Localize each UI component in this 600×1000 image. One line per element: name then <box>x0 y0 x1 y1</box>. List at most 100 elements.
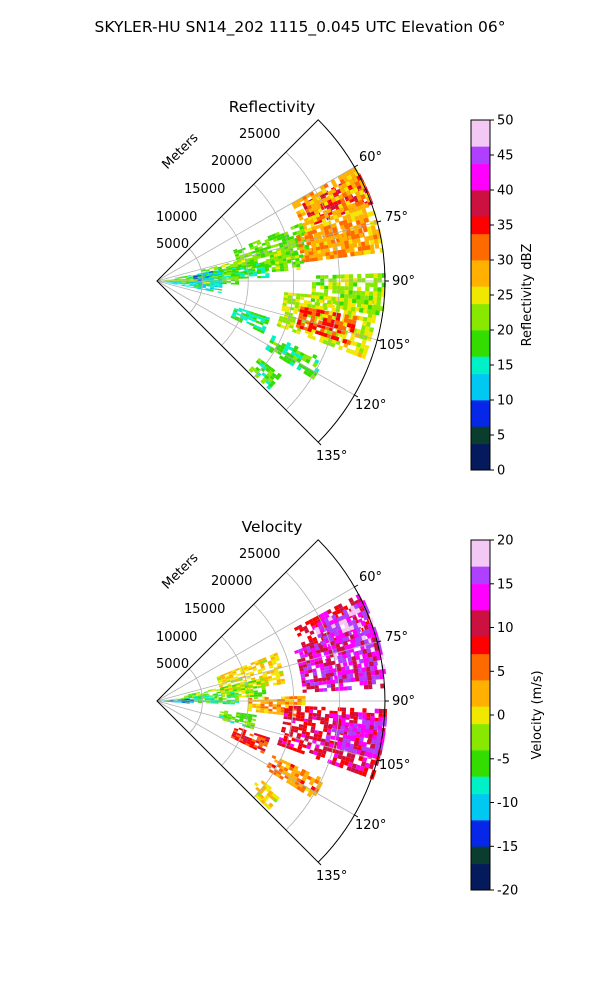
echo-cell <box>366 226 372 232</box>
echo-cell <box>235 734 241 738</box>
echo-cell <box>324 275 329 279</box>
echo-cell <box>241 689 246 693</box>
echo-cell <box>330 197 337 203</box>
echo-cell <box>281 726 287 731</box>
echo-cell <box>248 701 253 704</box>
echo-cell <box>289 701 294 705</box>
echo-cell <box>344 644 350 650</box>
echo-cell <box>342 653 348 659</box>
echo-cell <box>322 237 327 243</box>
echo-cell <box>378 716 384 722</box>
echo-cell <box>335 301 340 306</box>
range-tick-label: 10000 <box>156 210 197 225</box>
echo-cell <box>345 742 351 748</box>
echo-cell <box>216 676 221 680</box>
echo-cell <box>371 313 377 319</box>
echo-cell <box>274 795 280 801</box>
echo-cell <box>219 686 225 689</box>
velocity-title: Velocity <box>242 518 303 536</box>
echo-cell <box>319 612 325 619</box>
echo-cell <box>205 276 210 278</box>
echo-cell <box>201 284 207 287</box>
azimuth-tick <box>377 220 382 223</box>
colorbar-segment <box>471 618 490 628</box>
echo-cell <box>360 728 366 734</box>
echo-cell <box>161 281 166 283</box>
echo-cell <box>240 684 245 687</box>
echo-cell <box>360 732 365 738</box>
echo-cell <box>173 701 178 703</box>
echo-cell <box>342 219 348 225</box>
echo-cell <box>261 685 266 688</box>
echo-cell <box>308 208 314 213</box>
echo-cell <box>266 372 272 378</box>
echo-cell <box>183 695 188 697</box>
echo-cell <box>206 283 211 285</box>
echo-cell <box>173 699 178 701</box>
echo-cell <box>355 237 361 243</box>
colorbar-segment <box>471 242 490 252</box>
echo-cell <box>218 284 223 287</box>
echo-cell <box>361 667 367 673</box>
echo-cell <box>310 685 315 690</box>
echo-cell <box>308 324 313 329</box>
echo-cell <box>233 728 239 731</box>
echo-cell <box>274 261 280 265</box>
echo-cell <box>373 238 379 245</box>
echo-cell <box>274 346 280 351</box>
echo-cell <box>327 243 333 249</box>
echo-cell <box>342 215 348 221</box>
colorbar-segment <box>471 767 490 777</box>
echo-cell <box>236 312 241 316</box>
azimuth-tick <box>377 640 382 643</box>
echo-cell <box>341 670 347 675</box>
echo-cell <box>241 262 247 266</box>
echo-cell <box>343 223 349 229</box>
echo-cell <box>262 743 268 748</box>
echo-cell <box>234 737 239 742</box>
echo-cell <box>229 263 234 267</box>
echo-cell <box>306 792 313 798</box>
echo-cell <box>343 733 348 739</box>
echo-cell <box>357 278 362 283</box>
echo-cell <box>338 659 343 664</box>
echo-cell <box>332 227 338 232</box>
echo-cell <box>326 236 331 242</box>
echo-cell <box>336 286 341 290</box>
echo-cell <box>318 681 323 686</box>
echo-cell <box>335 242 341 247</box>
echo-region <box>265 335 320 380</box>
echo-cell <box>184 696 189 698</box>
echo-cell <box>348 726 354 732</box>
echo-cell <box>362 321 367 327</box>
echo-cell <box>192 695 197 697</box>
echo-cell <box>197 697 203 699</box>
echo-cell <box>314 744 320 749</box>
echo-cell <box>318 223 324 228</box>
echo-cell <box>264 374 270 380</box>
echo-cell <box>336 282 341 287</box>
echo-cell <box>342 338 348 344</box>
echo-cell <box>284 708 289 712</box>
echo-cell <box>332 274 337 279</box>
echo-cell <box>175 277 180 279</box>
echo-cell <box>266 804 272 810</box>
echo-cell <box>360 640 366 646</box>
echo-cell <box>337 754 343 760</box>
echo-cell <box>369 282 374 287</box>
echo-cell <box>274 258 279 262</box>
echo-cell <box>235 701 240 703</box>
echo-cell <box>345 347 351 354</box>
echo-cell <box>360 610 367 617</box>
echo-cell <box>370 759 376 765</box>
echo-cell <box>354 676 360 682</box>
echo-cell <box>326 734 331 740</box>
echo-cell <box>244 735 249 740</box>
echo-cell <box>299 302 304 307</box>
echo-cell <box>270 380 276 386</box>
echo-cell <box>376 735 381 741</box>
echo-cell <box>350 323 356 329</box>
echo-cell <box>295 296 301 300</box>
echo-cell <box>249 246 255 250</box>
echo-cell <box>185 701 190 703</box>
